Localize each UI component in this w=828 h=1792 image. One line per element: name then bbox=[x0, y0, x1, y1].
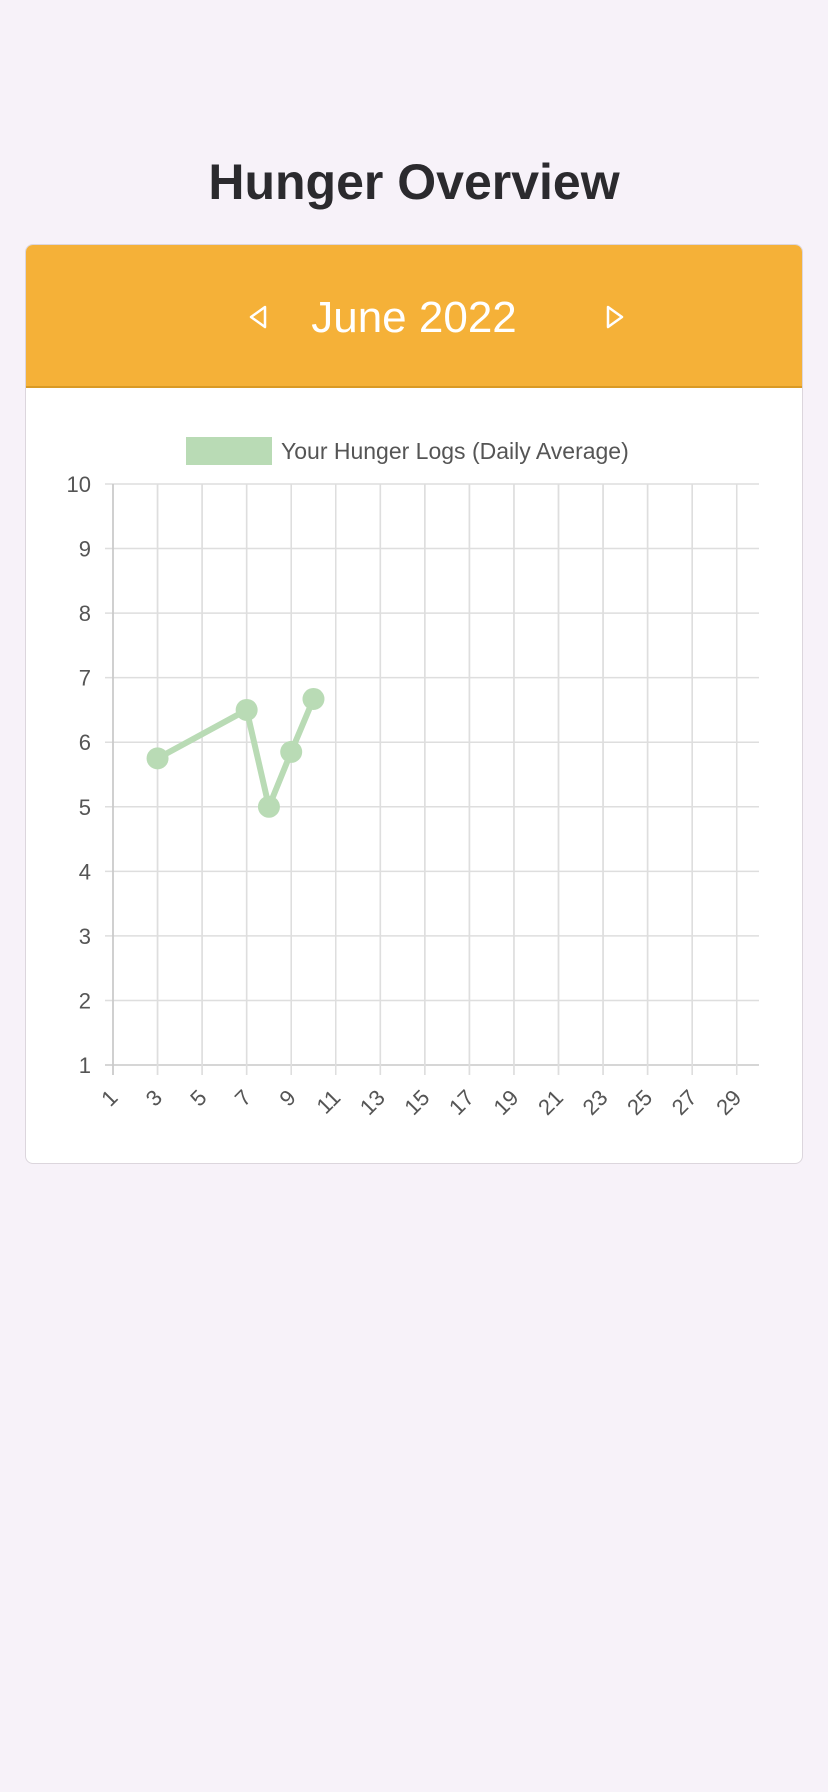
x-tick-label: 1 bbox=[96, 1085, 122, 1111]
chevron-left-icon bbox=[249, 305, 267, 329]
x-tick-label: 17 bbox=[444, 1085, 479, 1120]
x-tick-label: 29 bbox=[711, 1085, 746, 1120]
y-tick-label: 9 bbox=[79, 537, 91, 562]
data-point bbox=[146, 747, 169, 770]
x-tick-label: 19 bbox=[489, 1085, 524, 1120]
legend-swatch bbox=[186, 437, 272, 465]
y-tick-label: 3 bbox=[79, 924, 91, 949]
x-tick-label: 27 bbox=[667, 1085, 702, 1120]
x-tick-label: 21 bbox=[533, 1085, 568, 1120]
x-tick-label: 13 bbox=[355, 1085, 390, 1120]
x-tick-label: 23 bbox=[578, 1085, 613, 1120]
data-point bbox=[257, 795, 280, 818]
y-tick-label: 7 bbox=[79, 666, 91, 691]
y-tick-label: 5 bbox=[79, 795, 91, 820]
chevron-right-icon bbox=[606, 305, 624, 329]
data-point bbox=[280, 740, 303, 763]
month-label: June 2022 bbox=[311, 293, 517, 342]
previous-month-button[interactable] bbox=[236, 295, 280, 339]
chart-series bbox=[146, 687, 325, 818]
data-point bbox=[302, 687, 325, 710]
page-title: Hunger Overview bbox=[208, 154, 620, 210]
hunger-chart-card: June 2022 1 2 3 4 5 6 7 8 9 10 1 3 5 7 9 11 13 15 17 19 21 23… bbox=[25, 244, 803, 1164]
y-tick-label: 4 bbox=[79, 859, 91, 884]
x-tick-label: 25 bbox=[622, 1085, 657, 1120]
month-header: June 2022 bbox=[26, 245, 802, 388]
next-month-button[interactable] bbox=[593, 295, 637, 339]
x-tick-label: 11 bbox=[311, 1085, 345, 1119]
y-tick-label: 10 bbox=[67, 472, 91, 497]
x-tick-label: 15 bbox=[399, 1085, 434, 1120]
y-tick-label: 2 bbox=[79, 988, 91, 1013]
x-tick-label: 5 bbox=[185, 1085, 211, 1111]
x-tick-label: 3 bbox=[141, 1085, 167, 1111]
y-tick-label: 1 bbox=[79, 1053, 91, 1078]
x-tick-label: 9 bbox=[274, 1085, 300, 1111]
chart-legend: Your Hunger Logs (Daily Average) bbox=[186, 437, 629, 465]
x-tick-label: 7 bbox=[230, 1085, 256, 1111]
y-tick-label: 8 bbox=[79, 601, 91, 626]
legend-label: Your Hunger Logs (Daily Average) bbox=[281, 438, 629, 464]
data-point bbox=[235, 698, 258, 721]
chart-grid bbox=[105, 483, 759, 1075]
y-tick-label: 6 bbox=[79, 730, 91, 755]
